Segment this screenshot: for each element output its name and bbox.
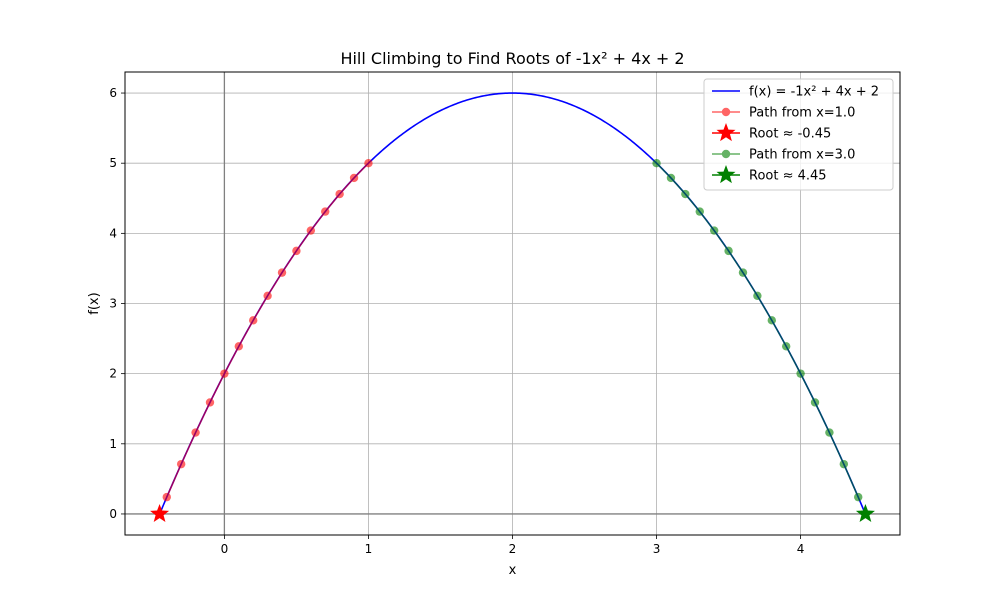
path-point — [652, 158, 661, 168]
ticks: 0 1 2 3 4 0 1 2 3 4 5 6 — [109, 86, 804, 556]
legend-path-marker — [721, 107, 731, 117]
path-point — [306, 226, 316, 235]
path-point — [709, 226, 719, 235]
legend-label: Root ≈ 4.45 — [749, 169, 827, 184]
series-layer — [150, 92, 875, 523]
legend-box — [703, 78, 894, 191]
path-point — [335, 189, 344, 199]
path-point — [277, 268, 287, 277]
path-series — [162, 158, 373, 502]
path-point — [738, 268, 748, 277]
path-point — [364, 158, 373, 168]
legend-root-marker — [716, 165, 736, 184]
legend-label: Path from x=1.0 — [749, 106, 855, 121]
path-point — [176, 459, 186, 469]
y-tick-label: 3 — [109, 297, 117, 311]
y-tick-label: 5 — [109, 156, 117, 170]
path-point — [767, 316, 776, 325]
path-point — [666, 173, 676, 183]
path-point — [839, 459, 849, 469]
legend-label: Root ≈ -0.45 — [749, 127, 831, 142]
legend-item: Root ≈ 4.45 — [712, 165, 827, 184]
path-point — [695, 207, 704, 216]
y-tick-label: 6 — [109, 86, 117, 100]
path-point — [191, 428, 200, 437]
root-marker — [855, 503, 875, 523]
x-tick-label: 3 — [653, 542, 661, 556]
path-point — [810, 398, 820, 407]
path-point — [781, 342, 791, 351]
y-tick-label: 0 — [109, 507, 117, 521]
path-point — [349, 173, 359, 183]
path-point — [753, 291, 762, 300]
legend: f(x) = -1x² + 4x + 2 Path from x=1.0 Root … — [703, 78, 894, 191]
legend-root-marker — [716, 123, 736, 142]
x-tick-label: 2 — [509, 542, 517, 556]
y-tick-label: 2 — [109, 367, 117, 381]
path-point — [263, 291, 272, 300]
path-point — [234, 342, 244, 351]
x-axis-label: x — [509, 563, 517, 578]
path-point — [220, 369, 229, 378]
path-point — [681, 189, 690, 199]
path-series — [652, 158, 863, 502]
legend-item: f(x) = -1x² + 4x + 2 — [712, 85, 879, 100]
path-point — [205, 398, 215, 407]
legend-path-swatch — [712, 149, 740, 159]
y-tick-label: 1 — [109, 437, 117, 451]
path-point — [854, 492, 863, 502]
path-point — [292, 246, 301, 256]
path-point — [249, 316, 258, 325]
path-point — [796, 369, 805, 378]
x-tick-label: 1 — [365, 542, 373, 556]
legend-path-marker — [721, 149, 731, 159]
path-point — [321, 207, 330, 216]
legend-item: Path from x=1.0 — [712, 106, 855, 121]
y-axis-label: f(x) — [87, 292, 102, 314]
legend-item: Root ≈ -0.45 — [712, 123, 831, 142]
legend-label: f(x) = -1x² + 4x + 2 — [749, 85, 879, 100]
path-point — [724, 246, 733, 256]
legend-label: Path from x=3.0 — [749, 148, 855, 163]
root-marker — [150, 503, 170, 523]
legend-item: Path from x=3.0 — [712, 148, 855, 163]
path-point — [825, 428, 834, 437]
y-tick-label: 4 — [109, 226, 117, 240]
path-point — [162, 492, 171, 502]
legend-path-swatch — [712, 107, 740, 117]
x-tick-label: 4 — [797, 542, 805, 556]
reference-lines — [125, 72, 900, 535]
x-tick-label: 0 — [221, 542, 229, 556]
chart-title: Hill Climbing to Find Roots of -1x² + 4x… — [340, 49, 684, 68]
